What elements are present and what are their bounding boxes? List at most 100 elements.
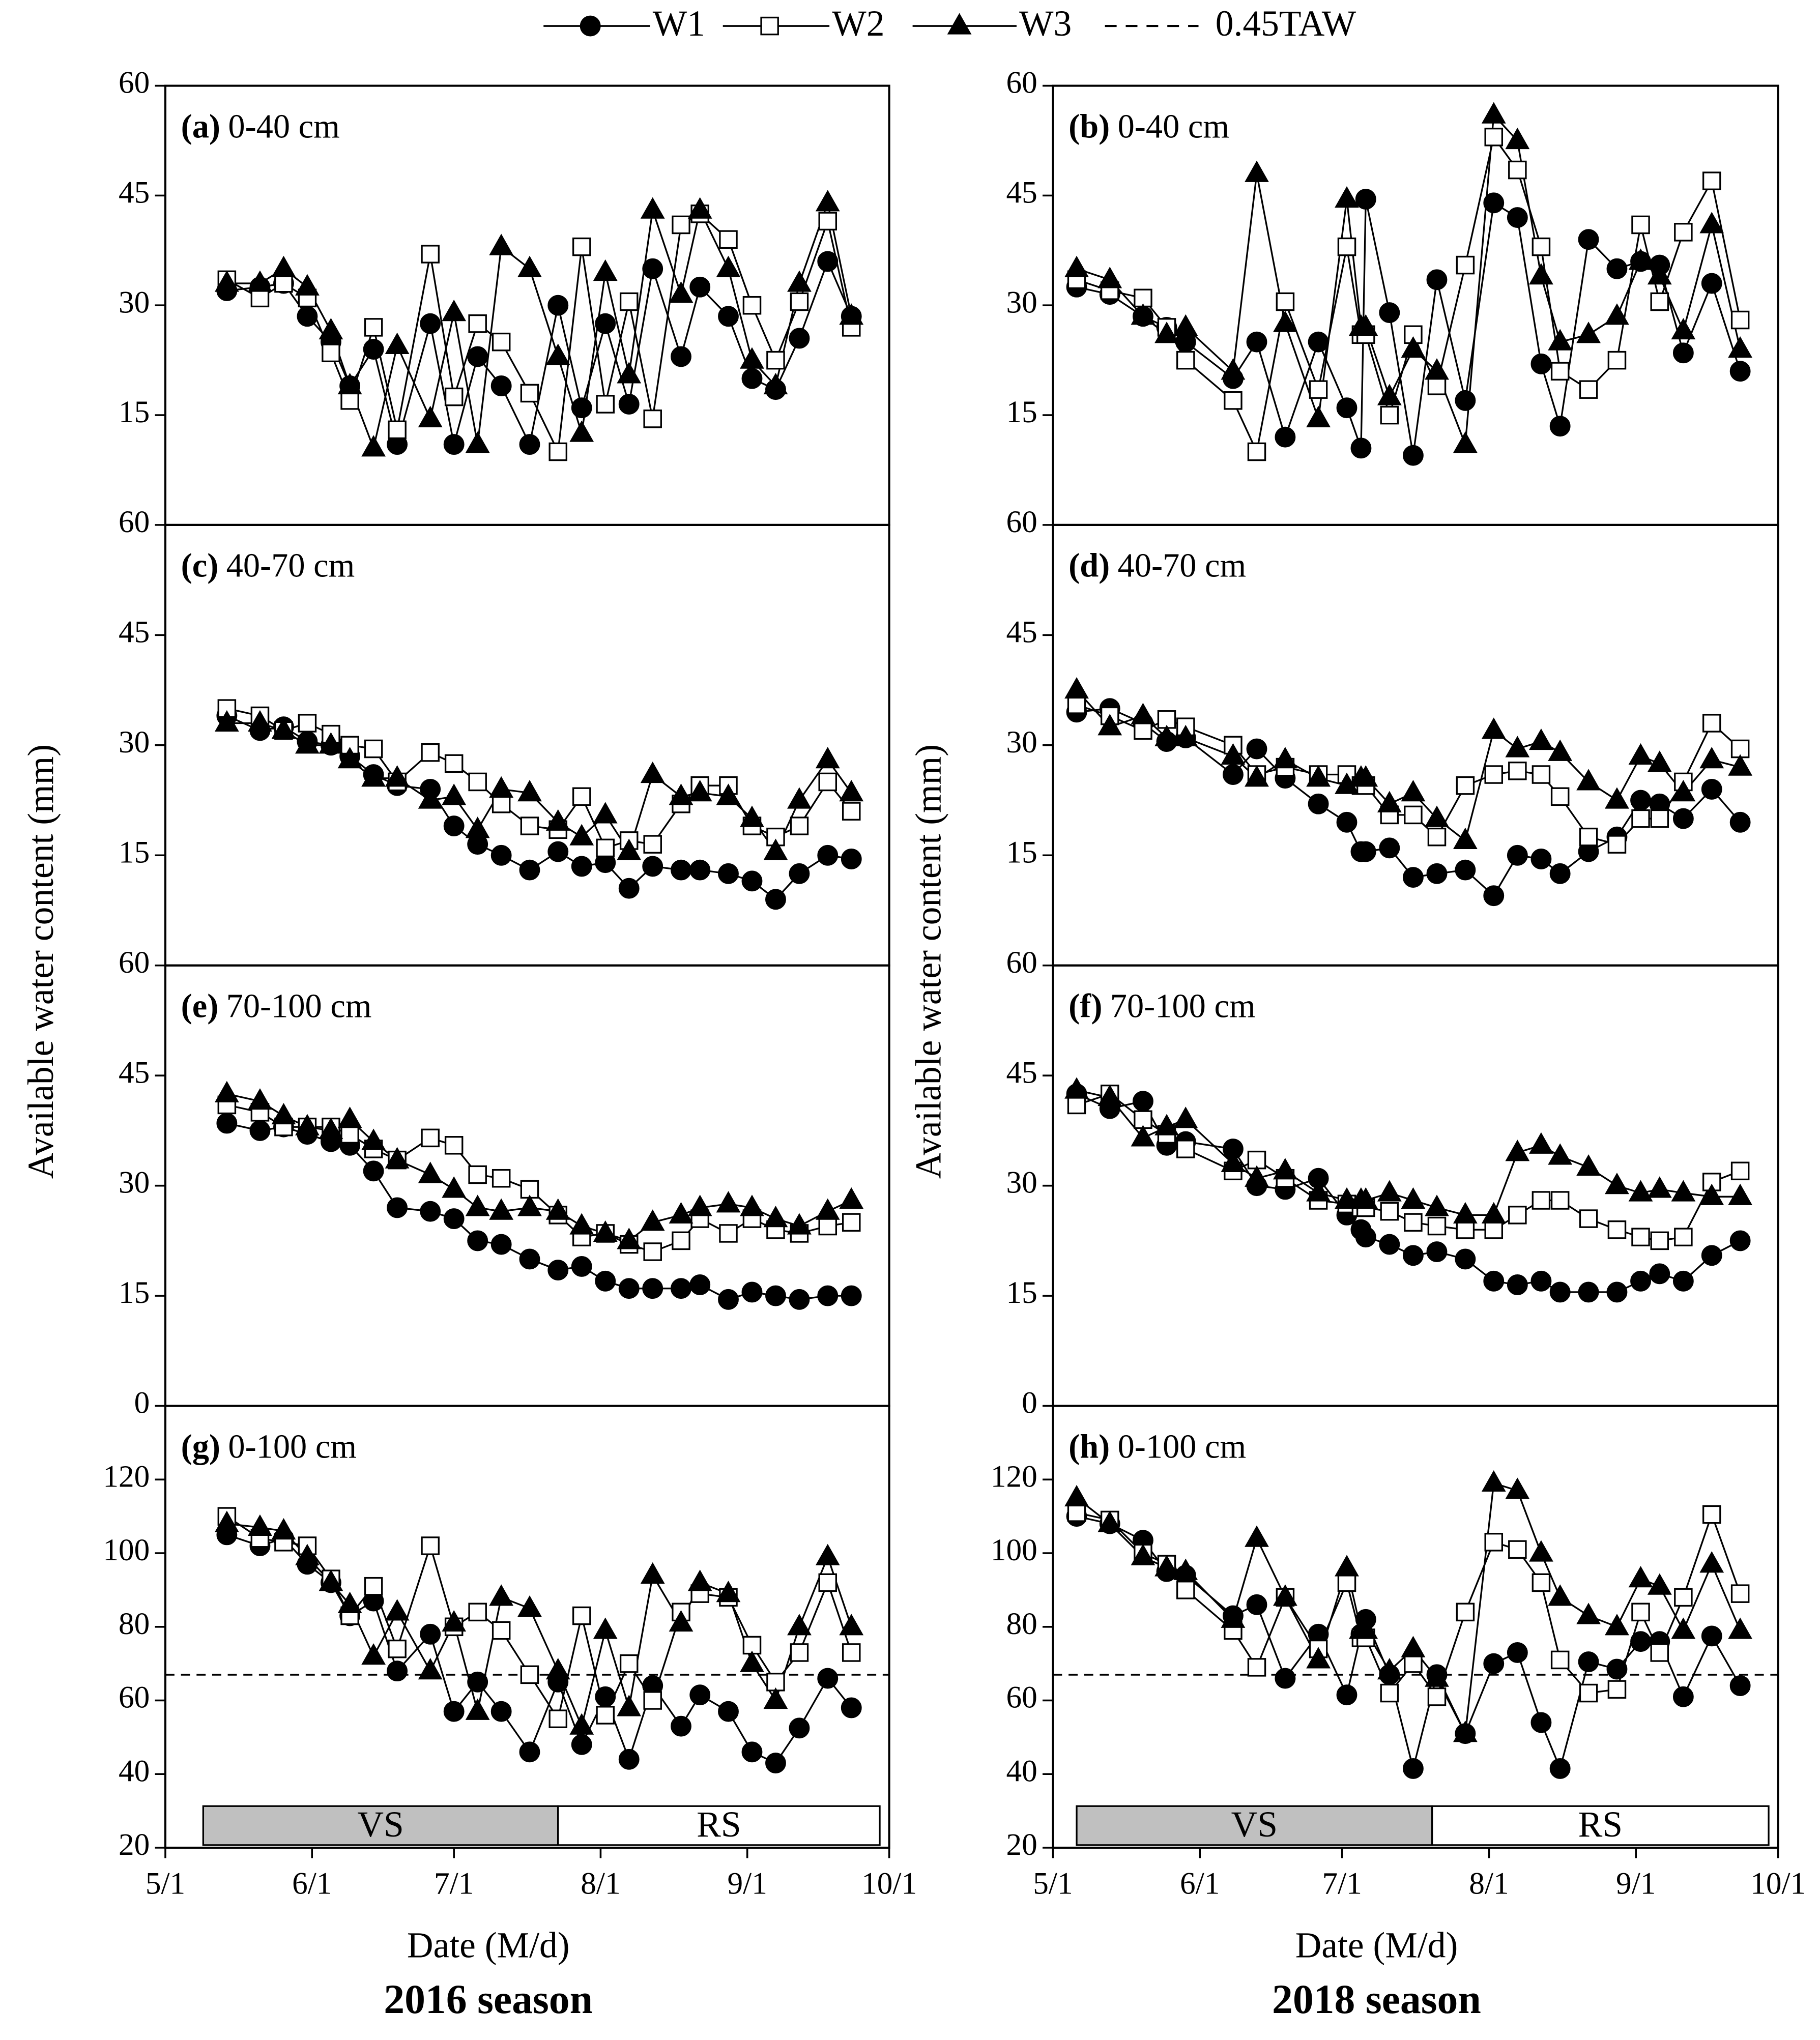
- marker-w: [249, 1120, 271, 1141]
- marker-w: [1505, 1477, 1530, 1499]
- marker-w: [1401, 780, 1426, 802]
- marker-w: [1426, 1241, 1448, 1262]
- marker-w: [671, 1278, 691, 1299]
- marker-w: [1671, 780, 1696, 802]
- marker-w: [1456, 1602, 1475, 1622]
- marker-w: [1245, 1165, 1269, 1187]
- panel-label: (g) 0-100 cm: [181, 1429, 357, 1466]
- marker-w: [818, 1573, 837, 1592]
- marker-w: [1630, 790, 1651, 811]
- y-tick-label: 100: [103, 1533, 150, 1567]
- marker-w: [1607, 1220, 1627, 1239]
- marker-w: [1335, 186, 1359, 208]
- marker-w: [841, 849, 862, 869]
- marker-w: [815, 1543, 840, 1565]
- marker-w: [490, 375, 512, 396]
- marker-w: [388, 420, 407, 440]
- marker-w: [1550, 1650, 1570, 1670]
- marker-w: [818, 212, 837, 231]
- marker-w: [1306, 1180, 1331, 1202]
- marker-w: [490, 1234, 512, 1255]
- marker-w: [1377, 1180, 1402, 1202]
- marker-w: [1131, 1125, 1155, 1147]
- marker-w: [618, 394, 640, 415]
- marker-w: [1335, 1555, 1359, 1577]
- marker-w: [1379, 837, 1400, 859]
- y-tick-label: 30: [1006, 285, 1037, 319]
- marker-w: [789, 1289, 810, 1310]
- marker-w: [337, 372, 362, 395]
- legend-text: 0.45TAW: [1216, 4, 1356, 44]
- marker-w: [444, 1136, 464, 1155]
- marker-w: [1505, 1140, 1530, 1161]
- marker-w: [669, 1610, 694, 1632]
- y-tick-label: 120: [991, 1459, 1037, 1494]
- marker-w: [248, 1088, 272, 1110]
- marker-w: [1699, 747, 1724, 769]
- marker-w: [1425, 805, 1449, 827]
- marker-w: [442, 300, 467, 322]
- x-tick-label: 10/1: [861, 1867, 917, 1901]
- panel-title: 0-40 cm: [1118, 108, 1229, 145]
- marker-w: [689, 859, 711, 881]
- marker-w: [1701, 1245, 1722, 1266]
- marker-w: [818, 1216, 837, 1236]
- marker-w: [763, 1687, 788, 1709]
- marker-w: [740, 1650, 764, 1672]
- marker-w: [1425, 358, 1449, 380]
- marker-w: [617, 362, 642, 384]
- marker-w: [492, 1169, 511, 1188]
- stage-label: VS: [1231, 1804, 1278, 1845]
- marker-w: [545, 1198, 570, 1220]
- marker-w: [818, 772, 837, 792]
- marker-w: [1674, 1228, 1693, 1246]
- marker-w: [1245, 1525, 1269, 1547]
- stage-bar: [1076, 1805, 1433, 1846]
- marker-w: [1222, 764, 1244, 785]
- y-tick-label: 30: [1006, 1165, 1037, 1200]
- marker-w: [319, 318, 343, 340]
- marker-w: [1702, 714, 1721, 733]
- marker-w: [492, 332, 511, 352]
- marker-w: [1631, 215, 1650, 235]
- marker-w: [337, 747, 362, 769]
- marker-w: [442, 783, 467, 805]
- marker-w: [760, 16, 779, 36]
- y-tick-label: 60: [119, 66, 150, 100]
- marker-w: [1550, 362, 1570, 381]
- marker-w: [1379, 1234, 1400, 1255]
- marker-w: [842, 802, 861, 821]
- marker-w: [420, 1201, 441, 1222]
- marker-w: [1097, 267, 1122, 288]
- marker-w: [361, 1128, 386, 1150]
- panel-title: 70-100 cm: [1110, 988, 1256, 1025]
- marker-w: [1507, 207, 1528, 228]
- marker-w: [1176, 1581, 1195, 1599]
- marker-w: [214, 1510, 239, 1532]
- panel-label: (a) 0-40 cm: [181, 108, 340, 145]
- marker-w: [1647, 1176, 1672, 1198]
- marker-w: [1455, 859, 1476, 881]
- stage-bar: [1431, 1805, 1770, 1846]
- marker-w: [640, 761, 665, 783]
- marker-w: [671, 346, 691, 367]
- marker-w: [1481, 1202, 1506, 1223]
- y-axis-label: Available water content (mm): [908, 744, 948, 1179]
- marker-w: [1729, 811, 1751, 833]
- marker-w: [642, 258, 663, 279]
- marker-w: [1576, 322, 1601, 343]
- marker-w: [643, 835, 662, 854]
- marker-w: [1306, 405, 1331, 427]
- marker-w: [1649, 1263, 1670, 1285]
- marker-w: [1530, 849, 1552, 869]
- marker-w: [1131, 703, 1155, 724]
- marker-w: [468, 1602, 487, 1622]
- marker-w: [1530, 353, 1552, 374]
- marker-w: [1628, 248, 1653, 270]
- marker-w: [593, 802, 618, 824]
- marker-w: [669, 1202, 694, 1223]
- marker-w: [1154, 1555, 1179, 1577]
- legend-text: W2: [832, 4, 884, 44]
- marker-w: [1701, 778, 1722, 800]
- marker-w: [1309, 380, 1328, 399]
